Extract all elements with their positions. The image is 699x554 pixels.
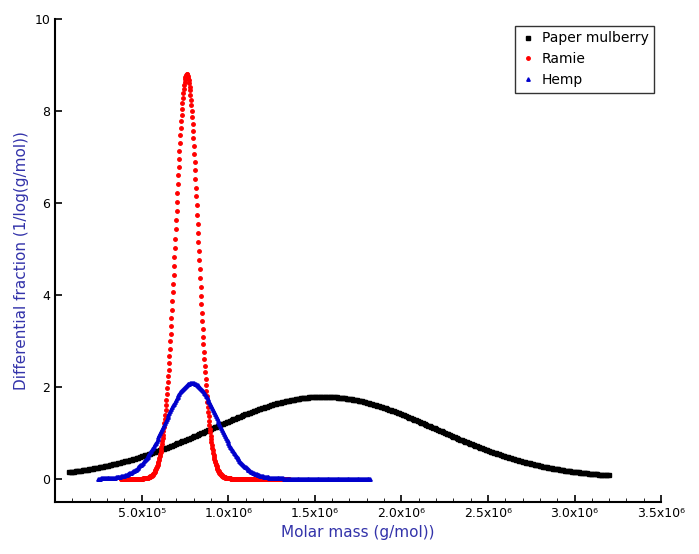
- Ramie: [182, 71, 191, 78]
- Ramie: [117, 475, 125, 482]
- Hemp: [94, 475, 103, 482]
- Paper mulberry: [454, 435, 463, 442]
- Paper mulberry: [319, 393, 327, 400]
- Legend: Paper mulberry, Ramie, Hemp: Paper mulberry, Ramie, Hemp: [515, 26, 654, 93]
- Line: Hemp: Hemp: [96, 381, 372, 480]
- Hemp: [256, 473, 264, 479]
- Paper mulberry: [605, 472, 613, 479]
- Y-axis label: Differential fraction (1/log(g/mol)): Differential fraction (1/log(g/mol)): [14, 131, 29, 389]
- Paper mulberry: [447, 433, 456, 439]
- Hemp: [188, 379, 196, 386]
- Hemp: [261, 474, 270, 480]
- Hemp: [366, 475, 375, 482]
- X-axis label: Molar mass (g/mol)): Molar mass (g/mol)): [282, 525, 435, 540]
- Hemp: [342, 475, 350, 482]
- Line: Paper mulberry: Paper mulberry: [67, 395, 611, 477]
- Ramie: [239, 475, 247, 482]
- Line: Ramie: Ramie: [120, 73, 291, 480]
- Ramie: [184, 73, 192, 79]
- Hemp: [257, 473, 266, 479]
- Ramie: [284, 475, 293, 482]
- Ramie: [171, 226, 180, 233]
- Ramie: [223, 475, 231, 481]
- Ramie: [137, 475, 145, 482]
- Paper mulberry: [510, 456, 519, 463]
- Ramie: [238, 475, 247, 482]
- Paper mulberry: [65, 469, 73, 476]
- Paper mulberry: [540, 464, 549, 470]
- Hemp: [95, 475, 103, 482]
- Paper mulberry: [143, 452, 151, 458]
- Paper mulberry: [346, 396, 354, 402]
- Hemp: [324, 475, 333, 482]
